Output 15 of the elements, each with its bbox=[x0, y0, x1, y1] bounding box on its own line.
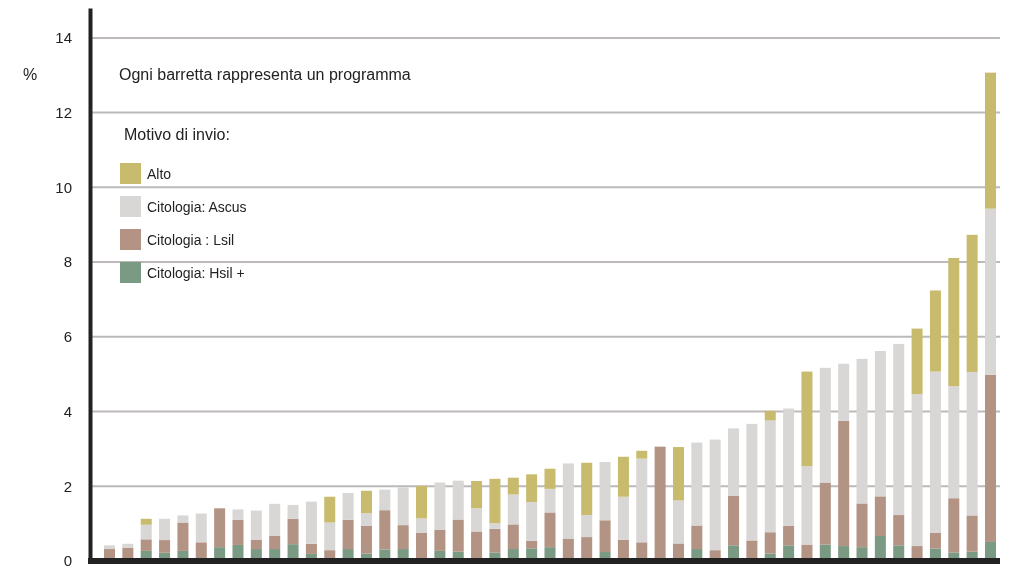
y-axis-title: % bbox=[22, 66, 38, 83]
y-tick-label: 4 bbox=[63, 402, 72, 420]
annotation: Ogni barretta rappresenta un programma bbox=[119, 66, 411, 83]
legend-title: Motivo di invio: bbox=[124, 126, 230, 143]
y-tick-label: 6 bbox=[63, 328, 72, 346]
legend-label: Citologia: Ascus bbox=[147, 199, 247, 215]
y-tick-label: 14 bbox=[55, 29, 72, 47]
y-tick-label: 12 bbox=[55, 103, 72, 121]
y-tick-label: 0 bbox=[63, 552, 72, 570]
y-tick-label: 8 bbox=[63, 253, 72, 271]
y-tick-label: 10 bbox=[55, 178, 72, 196]
legend-label: Citologia: Hsil + bbox=[147, 265, 245, 281]
legend-label: Citologia : Lsil bbox=[147, 232, 235, 248]
y-tick-label: 2 bbox=[63, 477, 72, 495]
legend-label: Alto bbox=[147, 166, 172, 182]
